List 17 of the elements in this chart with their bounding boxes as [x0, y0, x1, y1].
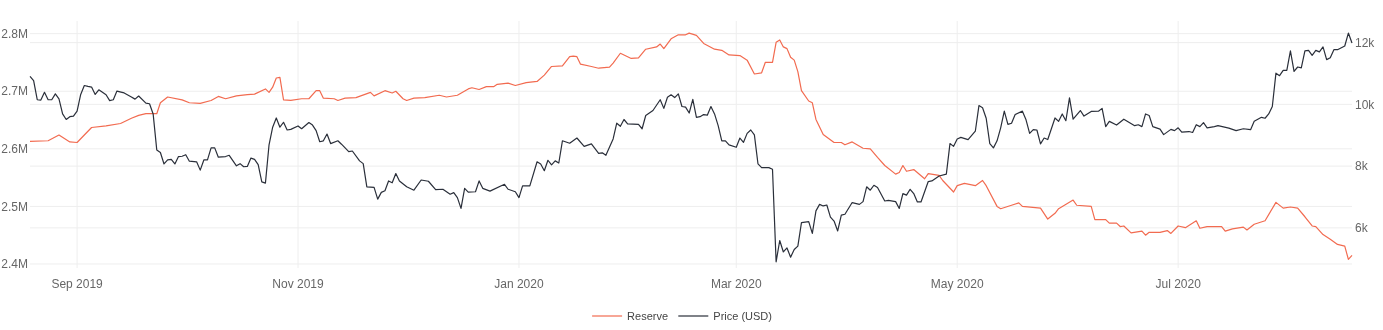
y2-tick-label: 8k — [1355, 159, 1369, 174]
y-tick-label: 2.8M — [1, 26, 28, 41]
x-tick-label: Nov 2019 — [272, 277, 325, 291]
x-tick-label: Sep 2019 — [51, 277, 104, 291]
y-tick-label: 2.4M — [1, 257, 28, 272]
y-tick-label: 2.6M — [1, 142, 28, 157]
y2-tick-label: 12k — [1355, 35, 1376, 50]
x-tick-label: Mar 2020 — [710, 277, 762, 291]
y2-tick-label: 10k — [1355, 97, 1376, 112]
y-tick-label: 2.7M — [1, 84, 28, 99]
legend-label: Price (USD) — [713, 309, 772, 322]
y-tick-label: 2.5M — [1, 199, 28, 214]
y2-tick-label: 6k — [1355, 221, 1369, 236]
x-tick-label: Jan 2020 — [494, 277, 544, 291]
x-tick-label: May 2020 — [930, 277, 984, 291]
legend-label: Reserve — [627, 309, 669, 322]
x-tick-label: Jul 2020 — [1155, 277, 1202, 291]
